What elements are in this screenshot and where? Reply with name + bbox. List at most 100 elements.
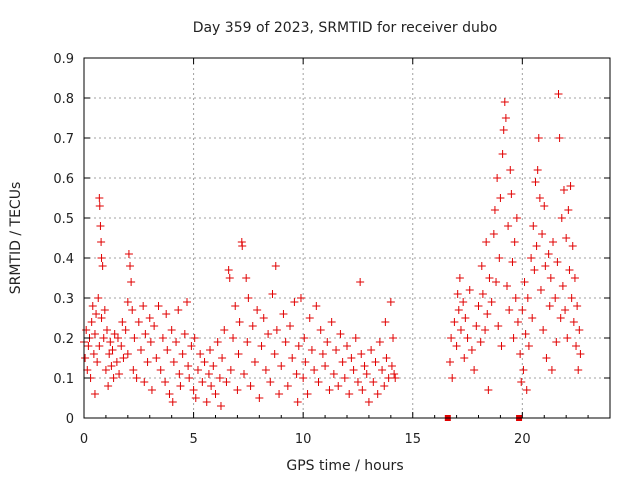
data-point xyxy=(150,322,159,330)
data-point xyxy=(108,346,117,354)
data-point xyxy=(567,294,576,302)
data-point xyxy=(134,318,143,326)
data-point xyxy=(307,346,316,354)
data-point xyxy=(505,306,514,314)
data-point xyxy=(96,222,105,230)
data-point xyxy=(271,262,280,270)
data-point xyxy=(553,258,562,266)
data-point xyxy=(536,286,545,294)
data-point xyxy=(450,318,459,326)
data-point xyxy=(556,314,565,322)
data-point xyxy=(165,390,174,398)
data-point xyxy=(532,242,541,250)
data-point xyxy=(184,362,193,370)
data-point xyxy=(369,378,378,386)
data-point xyxy=(477,262,486,270)
data-point xyxy=(453,290,462,298)
data-point xyxy=(545,302,554,310)
data-point xyxy=(494,322,503,330)
data-point xyxy=(465,286,474,294)
data-point xyxy=(175,370,184,378)
data-point xyxy=(378,366,387,374)
y-tick-label: 0.7 xyxy=(53,132,74,147)
data-point xyxy=(387,362,396,370)
data-points xyxy=(80,90,585,421)
data-point xyxy=(455,274,464,282)
data-point xyxy=(275,390,284,398)
x-tick-label: 0 xyxy=(80,432,88,447)
data-point xyxy=(538,230,547,238)
data-point xyxy=(575,326,584,334)
data-point xyxy=(373,390,382,398)
data-point xyxy=(507,190,516,198)
data-point xyxy=(467,346,476,354)
data-point xyxy=(288,354,297,362)
data-point xyxy=(90,330,99,338)
data-point xyxy=(535,194,544,202)
y-tick-label: 0.9 xyxy=(53,52,74,67)
data-point xyxy=(294,342,303,350)
data-point xyxy=(128,306,137,314)
y-tick-label: 0.3 xyxy=(53,292,74,307)
data-point xyxy=(180,330,189,338)
x-tick-label: 15 xyxy=(404,432,421,447)
data-point xyxy=(358,386,367,394)
data-point xyxy=(519,366,528,374)
data-point xyxy=(390,370,399,378)
data-point xyxy=(522,386,531,394)
data-point xyxy=(158,334,167,342)
data-point xyxy=(521,330,530,338)
data-point xyxy=(100,306,109,314)
data-point xyxy=(266,378,275,386)
data-point xyxy=(524,342,533,350)
data-point xyxy=(570,274,579,282)
data-point xyxy=(270,350,279,358)
data-point xyxy=(81,354,90,362)
data-point xyxy=(461,314,470,322)
data-point xyxy=(98,262,107,270)
data-point xyxy=(513,318,522,326)
data-point xyxy=(340,374,349,382)
data-point xyxy=(391,374,400,382)
data-point xyxy=(561,306,570,314)
data-point xyxy=(290,298,299,306)
data-point xyxy=(161,378,170,386)
data-point xyxy=(544,250,553,258)
data-point xyxy=(510,238,519,246)
data-point xyxy=(88,302,97,310)
data-point xyxy=(283,382,292,390)
data-point xyxy=(446,358,455,366)
data-point xyxy=(242,274,251,282)
data-point xyxy=(296,294,305,302)
data-point xyxy=(345,390,354,398)
data-point xyxy=(190,334,199,342)
data-point xyxy=(527,254,536,262)
data-point xyxy=(112,358,121,366)
data-point xyxy=(329,370,338,378)
data-point xyxy=(541,262,550,270)
data-point xyxy=(357,350,366,358)
data-point xyxy=(101,366,110,374)
data-point xyxy=(389,334,398,342)
data-point xyxy=(162,310,171,318)
data-point xyxy=(555,134,564,142)
data-point xyxy=(185,374,194,382)
data-point xyxy=(481,326,490,334)
data-point xyxy=(546,274,555,282)
data-point xyxy=(110,330,119,338)
data-point xyxy=(338,358,347,366)
data-point xyxy=(264,330,273,338)
data-point xyxy=(314,378,323,386)
data-point xyxy=(183,298,192,306)
data-point xyxy=(124,250,133,258)
data-point xyxy=(292,370,301,378)
data-point xyxy=(196,350,205,358)
data-point xyxy=(336,330,345,338)
data-point xyxy=(90,390,99,398)
data-point xyxy=(470,366,479,374)
data-point xyxy=(104,382,113,390)
data-point xyxy=(189,386,198,394)
data-point xyxy=(113,334,122,342)
data-point xyxy=(222,378,231,386)
data-point xyxy=(568,242,577,250)
